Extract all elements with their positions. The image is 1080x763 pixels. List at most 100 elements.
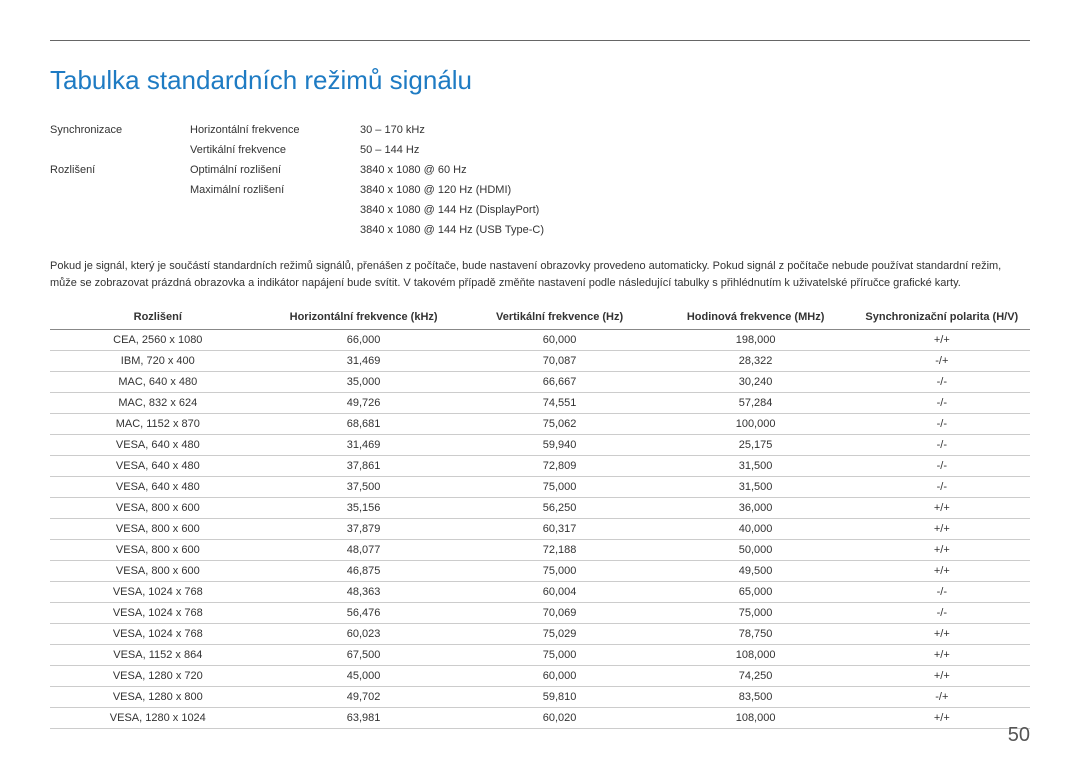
table-row: VESA, 1024 x 76848,36360,00465,000-/- — [50, 582, 1030, 603]
table-cell: 60,020 — [462, 708, 658, 729]
top-rule — [50, 40, 1030, 41]
table-cell: 49,500 — [658, 561, 854, 582]
table-cell: 59,810 — [462, 687, 658, 708]
table-cell: CEA, 2560 x 1080 — [50, 330, 266, 351]
table-row: MAC, 832 x 62449,72674,55157,284-/- — [50, 393, 1030, 414]
table-cell: 78,750 — [658, 624, 854, 645]
spec-cell: Horizontální frekvence — [190, 120, 360, 140]
spec-row: 3840 x 1080 @ 144 Hz (USB Type-C) — [50, 220, 1030, 240]
spec-cell: Rozlišení — [50, 160, 190, 180]
table-cell: -/- — [854, 582, 1030, 603]
table-cell: 63,981 — [266, 708, 462, 729]
table-cell: VESA, 1024 x 768 — [50, 624, 266, 645]
spec-row: SynchronizaceHorizontální frekvence30 – … — [50, 120, 1030, 140]
spec-cell: 3840 x 1080 @ 60 Hz — [360, 160, 1030, 180]
spec-cell — [50, 180, 190, 200]
table-cell: -/- — [854, 603, 1030, 624]
table-cell: 75,000 — [462, 645, 658, 666]
table-row: VESA, 1280 x 80049,70259,81083,500-/+ — [50, 687, 1030, 708]
table-cell: 36,000 — [658, 498, 854, 519]
table-cell: 75,062 — [462, 414, 658, 435]
table-cell: +/+ — [854, 708, 1030, 729]
spec-cell: Optimální rozlišení — [190, 160, 360, 180]
table-header-cell: Hodinová frekvence (MHz) — [658, 305, 854, 330]
table-row: VESA, 800 x 60046,87575,00049,500+/+ — [50, 561, 1030, 582]
table-cell: VESA, 1152 x 864 — [50, 645, 266, 666]
table-row: VESA, 800 x 60037,87960,31740,000+/+ — [50, 519, 1030, 540]
table-cell: -/+ — [854, 351, 1030, 372]
table-cell: 48,077 — [266, 540, 462, 561]
table-cell: 31,469 — [266, 351, 462, 372]
table-cell: VESA, 800 x 600 — [50, 519, 266, 540]
table-row: VESA, 640 x 48037,86172,80931,500-/- — [50, 456, 1030, 477]
table-cell: VESA, 800 x 600 — [50, 561, 266, 582]
description-paragraph: Pokud je signál, který je součástí stand… — [50, 258, 1030, 291]
table-row: VESA, 1024 x 76856,47670,06975,000-/- — [50, 603, 1030, 624]
table-cell: 60,317 — [462, 519, 658, 540]
table-row: VESA, 1152 x 86467,50075,000108,000+/+ — [50, 645, 1030, 666]
table-cell: 66,667 — [462, 372, 658, 393]
table-cell: 31,500 — [658, 456, 854, 477]
table-cell: +/+ — [854, 645, 1030, 666]
table-cell: 108,000 — [658, 645, 854, 666]
table-cell: 49,726 — [266, 393, 462, 414]
spec-cell: 3840 x 1080 @ 144 Hz (DisplayPort) — [360, 200, 1030, 220]
table-cell: 66,000 — [266, 330, 462, 351]
table-cell: VESA, 1024 x 768 — [50, 582, 266, 603]
table-cell: 100,000 — [658, 414, 854, 435]
table-cell: 72,188 — [462, 540, 658, 561]
table-cell: 75,000 — [658, 603, 854, 624]
table-cell: +/+ — [854, 330, 1030, 351]
table-cell: +/+ — [854, 498, 1030, 519]
spec-cell: Vertikální frekvence — [190, 140, 360, 160]
table-cell: 28,322 — [658, 351, 854, 372]
table-row: VESA, 800 x 60048,07772,18850,000+/+ — [50, 540, 1030, 561]
page-title: Tabulka standardních režimů signálu — [50, 65, 1030, 96]
spec-cell — [190, 220, 360, 240]
table-row: CEA, 2560 x 108066,00060,000198,000+/+ — [50, 330, 1030, 351]
table-header-cell: Synchronizační polarita (H/V) — [854, 305, 1030, 330]
table-cell: 198,000 — [658, 330, 854, 351]
table-cell: 60,023 — [266, 624, 462, 645]
spec-row: 3840 x 1080 @ 144 Hz (DisplayPort) — [50, 200, 1030, 220]
table-cell: -/- — [854, 393, 1030, 414]
table-row: VESA, 1024 x 76860,02375,02978,750+/+ — [50, 624, 1030, 645]
table-cell: 75,000 — [462, 561, 658, 582]
table-row: IBM, 720 x 40031,46970,08728,322-/+ — [50, 351, 1030, 372]
table-cell: 57,284 — [658, 393, 854, 414]
table-cell: 50,000 — [658, 540, 854, 561]
signal-modes-table: RozlišeníHorizontální frekvence (kHz)Ver… — [50, 305, 1030, 729]
table-cell: VESA, 1280 x 1024 — [50, 708, 266, 729]
table-cell: 72,809 — [462, 456, 658, 477]
spec-cell: 3840 x 1080 @ 120 Hz (HDMI) — [360, 180, 1030, 200]
table-cell: MAC, 640 x 480 — [50, 372, 266, 393]
table-cell: -/- — [854, 435, 1030, 456]
table-cell: 25,175 — [658, 435, 854, 456]
table-row: MAC, 1152 x 87068,68175,062100,000-/- — [50, 414, 1030, 435]
spec-row: Vertikální frekvence50 – 144 Hz — [50, 140, 1030, 160]
spec-row: RozlišeníOptimální rozlišení3840 x 1080 … — [50, 160, 1030, 180]
table-cell: VESA, 640 x 480 — [50, 456, 266, 477]
table-cell: 70,069 — [462, 603, 658, 624]
table-row: VESA, 1280 x 102463,98160,020108,000+/+ — [50, 708, 1030, 729]
table-row: VESA, 1280 x 72045,00060,00074,250+/+ — [50, 666, 1030, 687]
table-cell: 67,500 — [266, 645, 462, 666]
spec-cell: Synchronizace — [50, 120, 190, 140]
table-cell: -/+ — [854, 687, 1030, 708]
table-cell: VESA, 800 x 600 — [50, 540, 266, 561]
spec-cell: 50 – 144 Hz — [360, 140, 1030, 160]
table-cell: -/- — [854, 456, 1030, 477]
spec-cell: 30 – 170 kHz — [360, 120, 1030, 140]
table-cell: 37,500 — [266, 477, 462, 498]
table-cell: 65,000 — [658, 582, 854, 603]
table-cell: VESA, 1280 x 720 — [50, 666, 266, 687]
table-cell: 68,681 — [266, 414, 462, 435]
table-cell: -/- — [854, 477, 1030, 498]
table-header-cell: Vertikální frekvence (Hz) — [462, 305, 658, 330]
table-cell: 40,000 — [658, 519, 854, 540]
table-cell: VESA, 1280 x 800 — [50, 687, 266, 708]
table-cell: 108,000 — [658, 708, 854, 729]
table-cell: 56,250 — [462, 498, 658, 519]
table-cell: +/+ — [854, 666, 1030, 687]
spec-cell: 3840 x 1080 @ 144 Hz (USB Type-C) — [360, 220, 1030, 240]
